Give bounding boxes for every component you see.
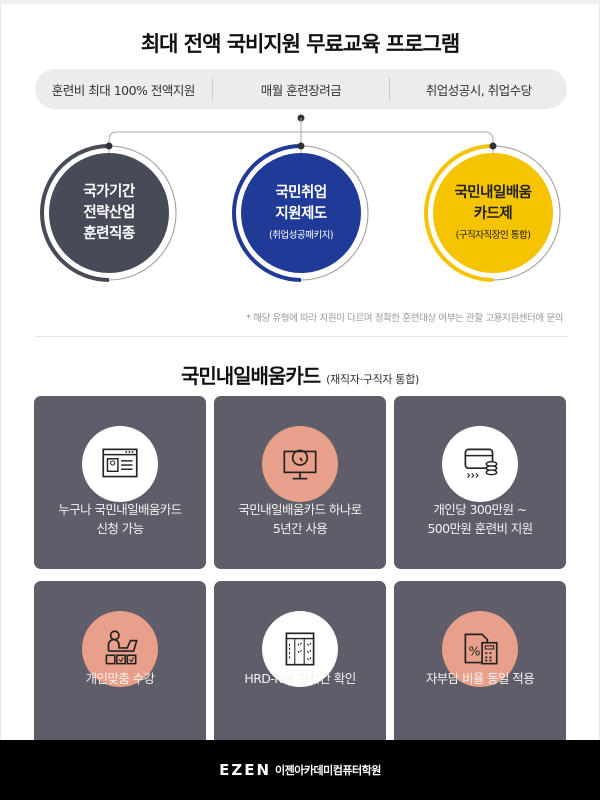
benefit-item: 매월 훈련장려금 <box>260 82 342 98</box>
section-divider <box>35 336 567 337</box>
feature-line: 5년간 사용 <box>272 521 328 536</box>
brand-name: 이젠아카데미컴퓨터학원 <box>275 764 381 777</box>
feature-line: 개인맞춤 수강 <box>85 671 155 686</box>
card-coins-icon <box>442 426 518 502</box>
program-sub: (취업성공패키지) <box>268 229 334 241</box>
feature-line: 국민내일배움카드 하나로 <box>238 502 362 517</box>
feature-line: 500만원 훈련비 지원 <box>427 521 533 536</box>
infographic: 최대 전액 국비지원 무료교육 프로그램 훈련비 최대 100% 전액지원 매월… <box>0 4 600 754</box>
brand-logo: EZEN <box>219 761 272 779</box>
section-subtitle: (재직자·구직자 통합) <box>326 373 420 386</box>
feature-text: 국민내일배움카드 하나로 5년간 사용 <box>214 500 386 538</box>
id-card-window-icon <box>82 426 158 502</box>
program-label: 카드제 <box>473 205 513 222</box>
footnote: * 해당 유형에 따라 지원이 다르며 정확한 훈련대상 여부는 관할 고용지원… <box>246 313 563 324</box>
page-title: 최대 전액 국비지원 무료교육 프로그램 <box>140 32 460 56</box>
checklist-table-icon <box>262 611 338 687</box>
benefits-bar: 훈련비 최대 100% 전액지원 매월 훈련장려금 취업성공시, 취업수당 <box>35 69 567 109</box>
feature-line: 누구나 국민내일배움카드 <box>58 502 182 517</box>
program-label: 국민내일배움 <box>454 184 532 201</box>
section-title-text: 국민내일배움카드 <box>180 364 321 388</box>
section-title: 국민내일배움카드 (재직자·구직자 통합) <box>1 360 599 389</box>
divider <box>389 77 391 101</box>
divider <box>211 77 213 101</box>
feature-card: 개인맞춤 수강 <box>34 581 206 754</box>
feature-card: 국민내일배움카드 하나로 5년간 사용 <box>214 396 386 569</box>
footer-logo: EZEN 이젠아카데미컴퓨터학원 <box>0 740 600 800</box>
feature-line: 자부담 비율 동일 적용 <box>425 671 535 686</box>
benefit-item: 훈련비 최대 100% 전액지원 <box>51 82 196 98</box>
percent-calculator-icon: % <box>442 611 518 687</box>
feature-card: HRD-Net 실시간 확인 <box>214 581 386 754</box>
feature-card: 개인당 300만원 ~ 500만원 훈련비 지원 <box>394 396 566 569</box>
feature-text: 자부담 비율 동일 적용 <box>394 669 566 688</box>
feature-text: 개인당 300만원 ~ 500만원 훈련비 지원 <box>394 500 566 538</box>
feature-text: 개인맞춤 수강 <box>34 669 206 688</box>
feature-card: % 자부담 비율 동일 적용 <box>394 581 566 754</box>
feature-text: HRD-Net 실시간 확인 <box>214 669 386 688</box>
program-label: 지원제도 <box>275 205 327 222</box>
program-sub: (구직자직장인 통합) <box>455 229 531 241</box>
svg-text:%: % <box>469 643 481 658</box>
program-label: 국민취업 <box>275 184 327 201</box>
program-label: 훈련직종 <box>83 225 135 242</box>
person-laptop-checklist-icon <box>82 611 158 687</box>
feature-line: 신청 가능 <box>96 521 145 536</box>
feature-line: HRD-Net 실시간 확인 <box>244 671 356 686</box>
monitor-timer-icon <box>262 426 338 502</box>
benefit-item: 취업성공시, 취업수당 <box>425 82 532 98</box>
feature-line: 개인당 300만원 ~ <box>433 502 527 517</box>
program-label: 전략산업 <box>83 204 135 221</box>
program-label: 국가기간 <box>83 183 135 200</box>
